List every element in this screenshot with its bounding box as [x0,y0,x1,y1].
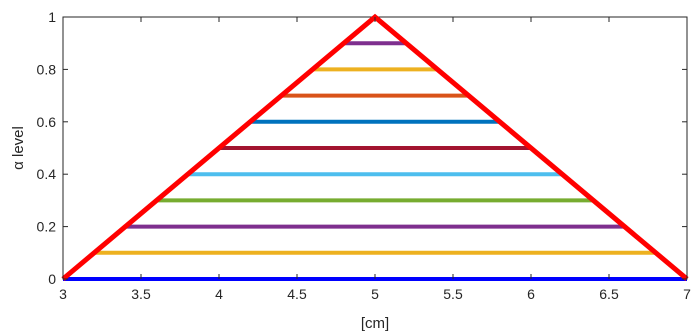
x-tick-label: 3 [59,286,67,302]
x-tick-label: 6 [527,286,535,302]
x-axis-label: [cm] [361,315,389,331]
y-tick-label: 0.8 [37,61,57,77]
y-axis-ticks: 0 0.2 0.4 0.6 0.8 1 [37,9,687,287]
alpha-cut-lines [63,41,687,281]
x-axis-ticks: 3 3.5 4 4.5 5 5.5 6 6.5 7 [59,17,691,302]
x-tick-label: 5.5 [443,286,463,302]
x-tick-label: 4 [215,286,223,302]
x-tick-label: 5 [371,286,379,302]
y-tick-label: 1 [48,9,56,25]
x-tick-label: 3.5 [131,286,151,302]
y-tick-label: 0.2 [37,219,57,235]
x-tick-label: 7 [683,286,691,302]
y-tick-label: 0.6 [37,114,57,130]
y-tick-label: 0.4 [37,166,57,182]
x-tick-label: 6.5 [599,286,619,302]
y-tick-label: 0 [48,271,56,287]
y-axis-label: α level [10,126,27,170]
x-tick-label: 4.5 [287,286,307,302]
